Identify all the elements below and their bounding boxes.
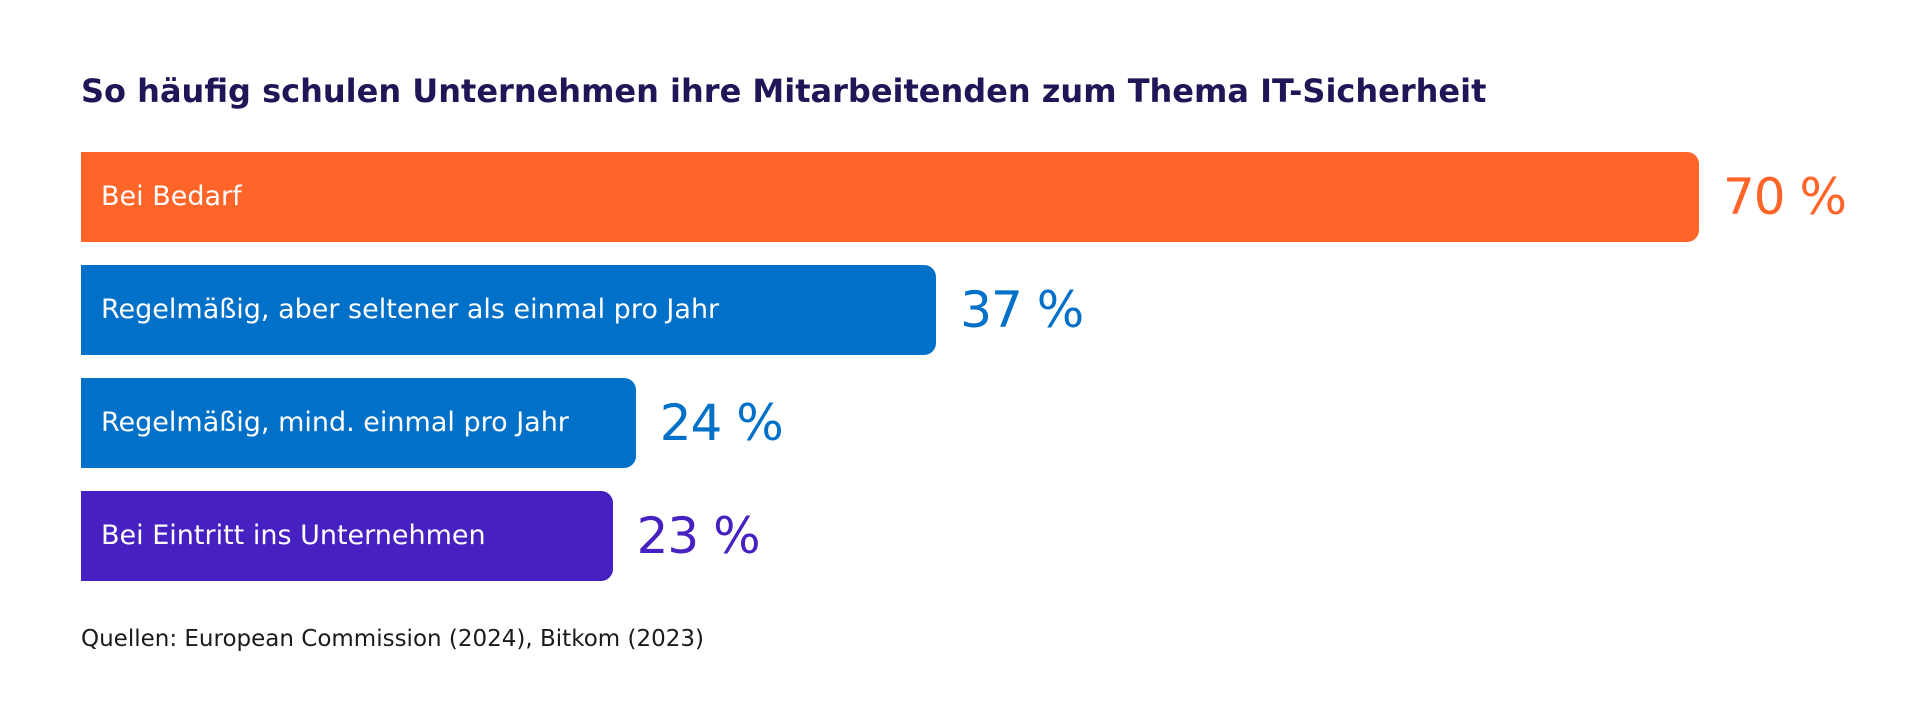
bar: Regelmäßig, mind. einmal pro Jahr bbox=[81, 378, 636, 468]
value-label: 37 % bbox=[960, 281, 1084, 339]
category-label: Regelmäßig, mind. einmal pro Jahr bbox=[101, 407, 569, 438]
bar: Bei Eintritt ins Unternehmen bbox=[81, 491, 613, 581]
source-note: Quellen: European Commission (2024), Bit… bbox=[81, 626, 704, 652]
category-label: Bei Bedarf bbox=[101, 181, 242, 212]
bar: Regelmäßig, aber seltener als einmal pro… bbox=[81, 265, 937, 355]
value-label: 70 % bbox=[1723, 168, 1847, 226]
value-label: 24 % bbox=[659, 394, 784, 452]
value-label: 23 % bbox=[636, 507, 761, 565]
category-label: Regelmäßig, aber seltener als einmal pro… bbox=[101, 294, 720, 325]
bar: Bei Bedarf bbox=[81, 152, 1699, 242]
category-label: Bei Eintritt ins Unternehmen bbox=[101, 520, 486, 551]
chart-title: So häufig schulen Unternehmen ihre Mitar… bbox=[81, 72, 1487, 110]
